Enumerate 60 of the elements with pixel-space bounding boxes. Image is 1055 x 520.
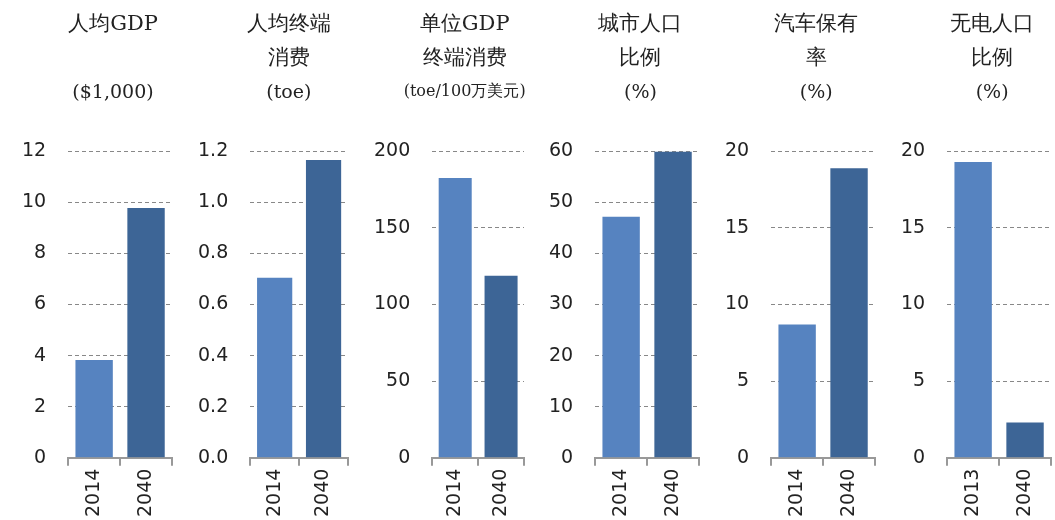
chart-subtitle: (toe): [265, 79, 313, 104]
chart-title: 汽车保有率: [773, 10, 860, 71]
chart-title: 无电人口比例: [949, 10, 1036, 71]
chart-subtitle: ($1,000): [71, 79, 155, 104]
y-tick-label: 20: [725, 138, 750, 161]
y-tick-label: 0: [397, 444, 410, 467]
y-tick-label: 0: [34, 444, 47, 467]
y-tick-label: 6: [34, 291, 47, 314]
y-tick-label: 0: [913, 444, 926, 467]
x-tick-label: 2014: [261, 468, 284, 518]
chart-subtitle: (%): [974, 79, 1010, 104]
x-tick-label: 2014: [608, 468, 631, 518]
y-tick-label: 15: [725, 214, 750, 237]
x-tick-label: 2014: [784, 468, 807, 518]
y-tick-label: 100: [373, 291, 410, 314]
y-tick-label: 30: [549, 291, 574, 314]
y-tick-label: 0.0: [197, 444, 229, 467]
y-tick-label: 12: [21, 138, 47, 161]
y-tick-label: 20: [549, 342, 574, 365]
y-tick-label: 10: [549, 393, 574, 416]
chart-subtitle: (%): [798, 79, 834, 104]
y-tick-label: 0.2: [197, 393, 229, 416]
y-tick-label: 50: [385, 368, 410, 391]
y-tick-label: 10: [21, 189, 47, 212]
x-tick-label: 2014: [441, 468, 464, 518]
chart-title: 人均终端消费: [245, 10, 332, 71]
x-tick-label: 2040: [487, 468, 510, 518]
x-tick-label: 2014: [81, 468, 104, 518]
x-tick-label: 2040: [660, 468, 683, 518]
y-tick-label: 50: [549, 189, 574, 212]
chart-subtitle: (%): [623, 79, 658, 104]
y-tick-label: 0: [561, 444, 574, 467]
y-tick-label: 2: [34, 393, 47, 416]
x-tick-label: 2040: [310, 468, 333, 518]
chart-title: 城市人口比例: [597, 10, 684, 71]
y-tick-label: 150: [373, 214, 410, 237]
y-tick-label: 10: [901, 291, 926, 314]
chart-subtitle: (toe/100万美元): [402, 80, 527, 102]
y-tick-label: 15: [901, 214, 926, 237]
y-tick-label: 1.2: [197, 138, 229, 161]
chart-title: 单位GDP终端消费: [418, 10, 511, 71]
y-tick-label: 5: [913, 368, 926, 391]
x-tick-label: 2013: [960, 468, 983, 518]
x-tick-label: 2040: [132, 468, 155, 518]
x-tick-label: 2040: [1012, 468, 1035, 518]
y-tick-label: 40: [549, 240, 574, 263]
chart-title: 人均GDP: [67, 10, 159, 37]
y-tick-label: 5: [737, 368, 750, 391]
y-tick-label: 0.6: [197, 291, 229, 314]
y-tick-label: 0.8: [197, 240, 229, 263]
y-tick-label: 10: [725, 291, 750, 314]
y-tick-label: 1.0: [197, 189, 229, 212]
y-tick-label: 0: [737, 444, 750, 467]
y-tick-label: 4: [34, 342, 47, 365]
y-tick-label: 20: [901, 138, 926, 161]
y-tick-label: 60: [549, 138, 574, 161]
x-tick-label: 2040: [836, 468, 859, 518]
y-tick-label: 0.4: [197, 342, 229, 365]
y-tick-label: 8: [34, 240, 47, 263]
y-tick-label: 200: [373, 138, 410, 161]
